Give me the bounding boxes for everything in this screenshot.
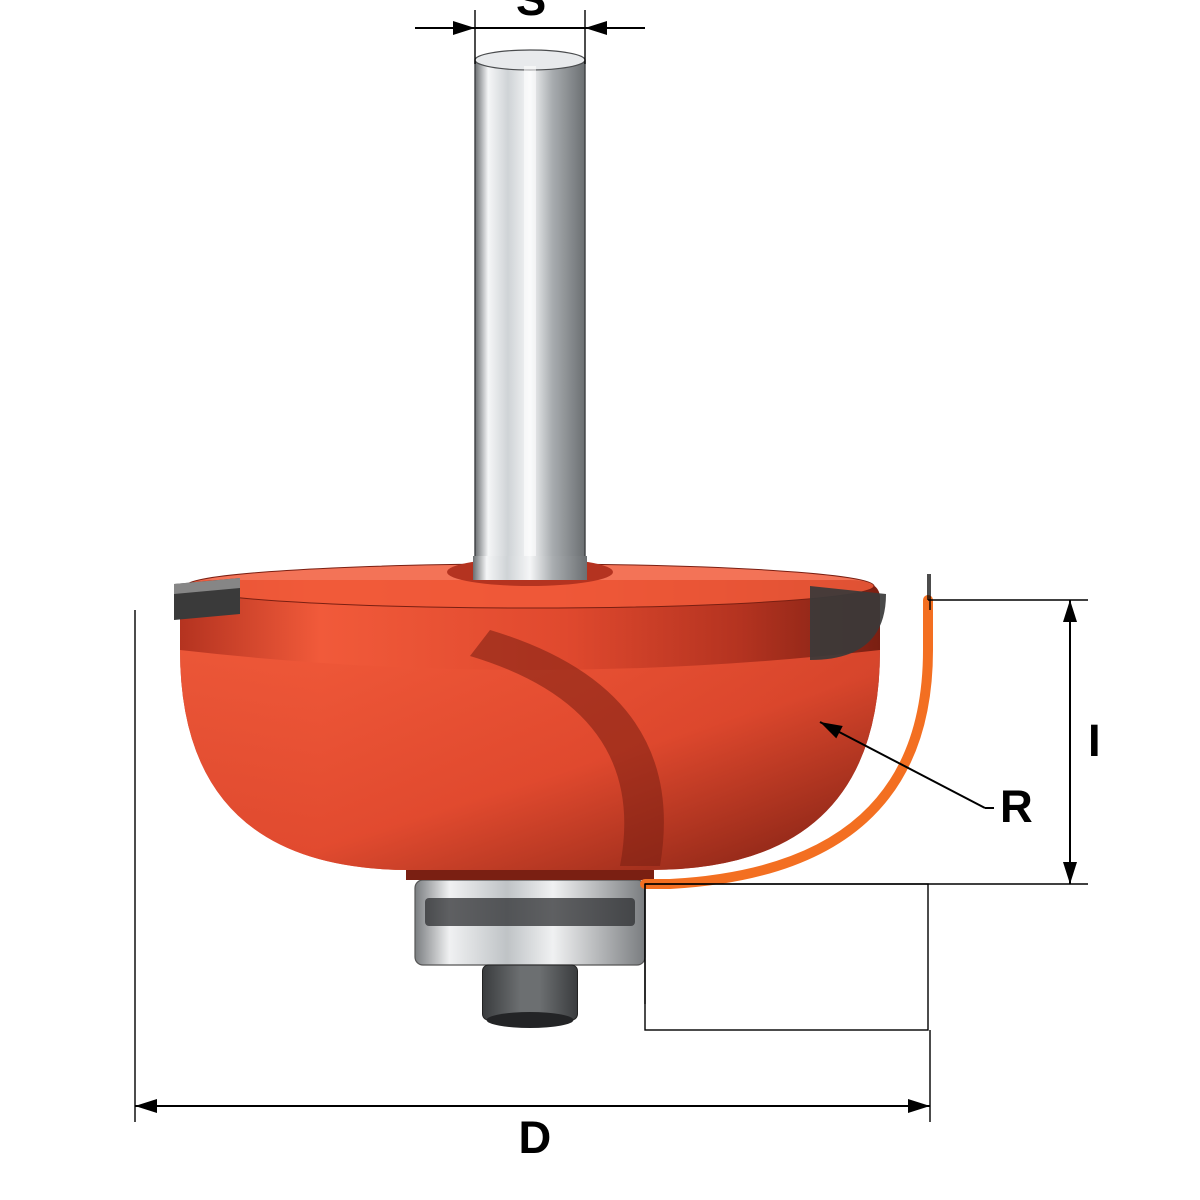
dimension-label-R: R — [1000, 781, 1033, 833]
diagram-stage: S D I R — [0, 0, 1200, 1200]
dimension-label-I: I — [1088, 715, 1101, 767]
router-bit-diagram — [0, 0, 1200, 1200]
dimension-label-S: S — [516, 0, 546, 26]
dimension-label-D: D — [519, 1112, 552, 1164]
